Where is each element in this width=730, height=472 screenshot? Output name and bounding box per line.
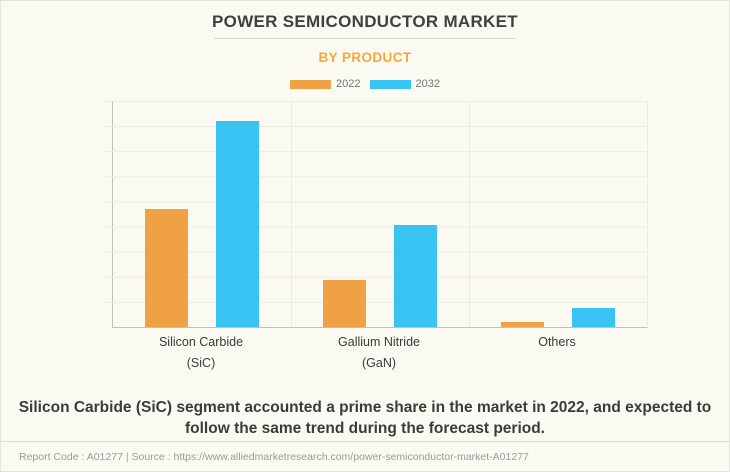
plot-area xyxy=(103,101,648,328)
legend-item-2022: 2022 xyxy=(290,78,361,90)
category-line: Silicon Carbide xyxy=(158,335,244,349)
legend-item-2032: 2032 xyxy=(369,78,440,90)
bar-2022-silicon-carbide xyxy=(145,209,188,327)
page-title: POWER SEMICONDUCTOR MARKET xyxy=(212,12,518,31)
category-line: Others xyxy=(538,335,576,349)
bar-2032-silicon-carbide xyxy=(216,120,259,327)
gridline-vertical-1 xyxy=(290,101,292,327)
legend-swatch-2022 xyxy=(290,79,332,89)
bar-2022-others xyxy=(501,322,544,327)
category-line: Gallium Nitride xyxy=(338,335,420,349)
title-underline xyxy=(214,38,516,39)
legend: 2022 2032 xyxy=(1,78,729,90)
bar-2032-others xyxy=(572,308,615,327)
bar-2032-gallium-nitride xyxy=(394,225,437,327)
bar-group-others xyxy=(469,101,647,327)
footer-text: Report Code : A01277 | Source : https://… xyxy=(19,450,529,463)
legend-swatch-2032 xyxy=(369,79,411,89)
category-line: (GaN) xyxy=(361,356,397,370)
category-label-others: Others xyxy=(468,332,646,374)
category-label-gallium-nitride: Gallium Nitride (GaN) xyxy=(290,332,468,374)
legend-label-2022: 2022 xyxy=(336,78,361,90)
x-axis-labels: Silicon Carbide (SiC) Gallium Nitride (G… xyxy=(112,332,646,374)
category-label-silicon-carbide: Silicon Carbide (SiC) xyxy=(112,332,290,374)
bar-groups xyxy=(113,101,647,327)
bar-group-gallium-nitride xyxy=(291,101,469,327)
chart-subtitle: BY PRODUCT xyxy=(318,50,412,65)
insight-text: Silicon Carbide (SiC) segment accounted … xyxy=(18,399,712,437)
category-line: (SiC) xyxy=(186,356,216,370)
bar-2022-gallium-nitride xyxy=(323,280,366,327)
footer: Report Code : A01277 | Source : https://… xyxy=(1,441,729,471)
gridline-vertical-2 xyxy=(469,101,471,327)
legend-label-2032: 2032 xyxy=(415,78,440,90)
bar-group-silicon-carbide xyxy=(113,101,291,327)
